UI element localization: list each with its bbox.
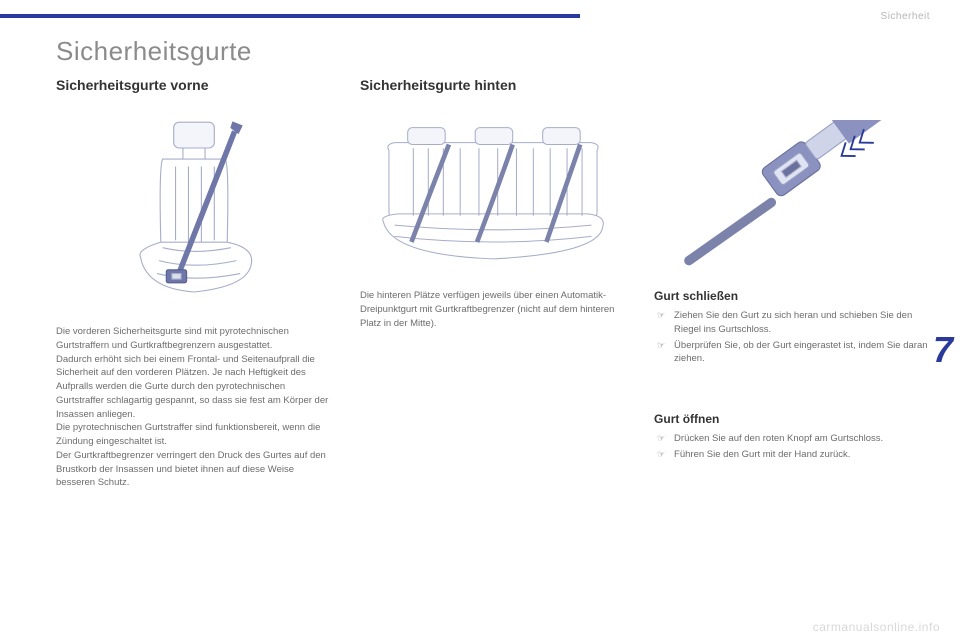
list-item: Drücken Sie auf den roten Knopf am Gurts… — [654, 432, 930, 446]
chapter-tab: 7 — [926, 322, 960, 378]
close-list: Ziehen Sie den Gurt zu sich heran und sc… — [654, 309, 930, 366]
list-item: Ziehen Sie den Gurt zu sich heran und sc… — [654, 309, 930, 337]
col-rear-belts: Sicherheitsgurte hinten — [360, 77, 626, 490]
front-p3: Die pyrotechnischen Gurtstraffer sind fu… — [56, 421, 332, 449]
list-item: Überprüfen Sie, ob der Gurt eingerastet … — [654, 339, 930, 367]
illus-front-seat — [56, 103, 332, 313]
breadcrumb: Sicherheit — [881, 11, 930, 22]
open-list: Drücken Sie auf den roten Knopf am Gurts… — [654, 432, 930, 462]
heading-open: Gurt öffnen — [654, 412, 930, 426]
columns: Sicherheitsgurte vorne — [56, 77, 930, 490]
rear-p1: Die hinteren Plätze verfügen jeweils übe… — [360, 289, 626, 330]
top-accent-bar — [0, 14, 580, 18]
heading-close: Gurt schließen — [654, 289, 930, 303]
page-title: Sicherheitsgurte — [56, 36, 930, 67]
col-front-belts: Sicherheitsgurte vorne — [56, 77, 332, 490]
list-item: Führen Sie den Gurt mit der Hand zurück. — [654, 448, 930, 462]
heading-front: Sicherheitsgurte vorne — [56, 77, 332, 93]
illus-rear-seat — [360, 117, 626, 277]
illus-buckle — [654, 115, 930, 275]
front-p4: Der Gurtkraftbegrenzer verringert den Dr… — [56, 449, 332, 490]
front-p2: Dadurch erhöht sich bei einem Frontal- u… — [56, 353, 332, 422]
col-belt-ops: Gurt schließen Ziehen Sie den Gurt zu si… — [654, 77, 930, 490]
chapter-number: 7 — [933, 329, 953, 371]
front-p1: Die vorderen Sicherheitsgurte sind mit p… — [56, 325, 332, 353]
page-content: Sicherheitsgurte Sicherheitsgurte vorne — [56, 36, 930, 630]
watermark: carmanualsonline.info — [813, 620, 940, 634]
heading-rear: Sicherheitsgurte hinten — [360, 77, 626, 93]
